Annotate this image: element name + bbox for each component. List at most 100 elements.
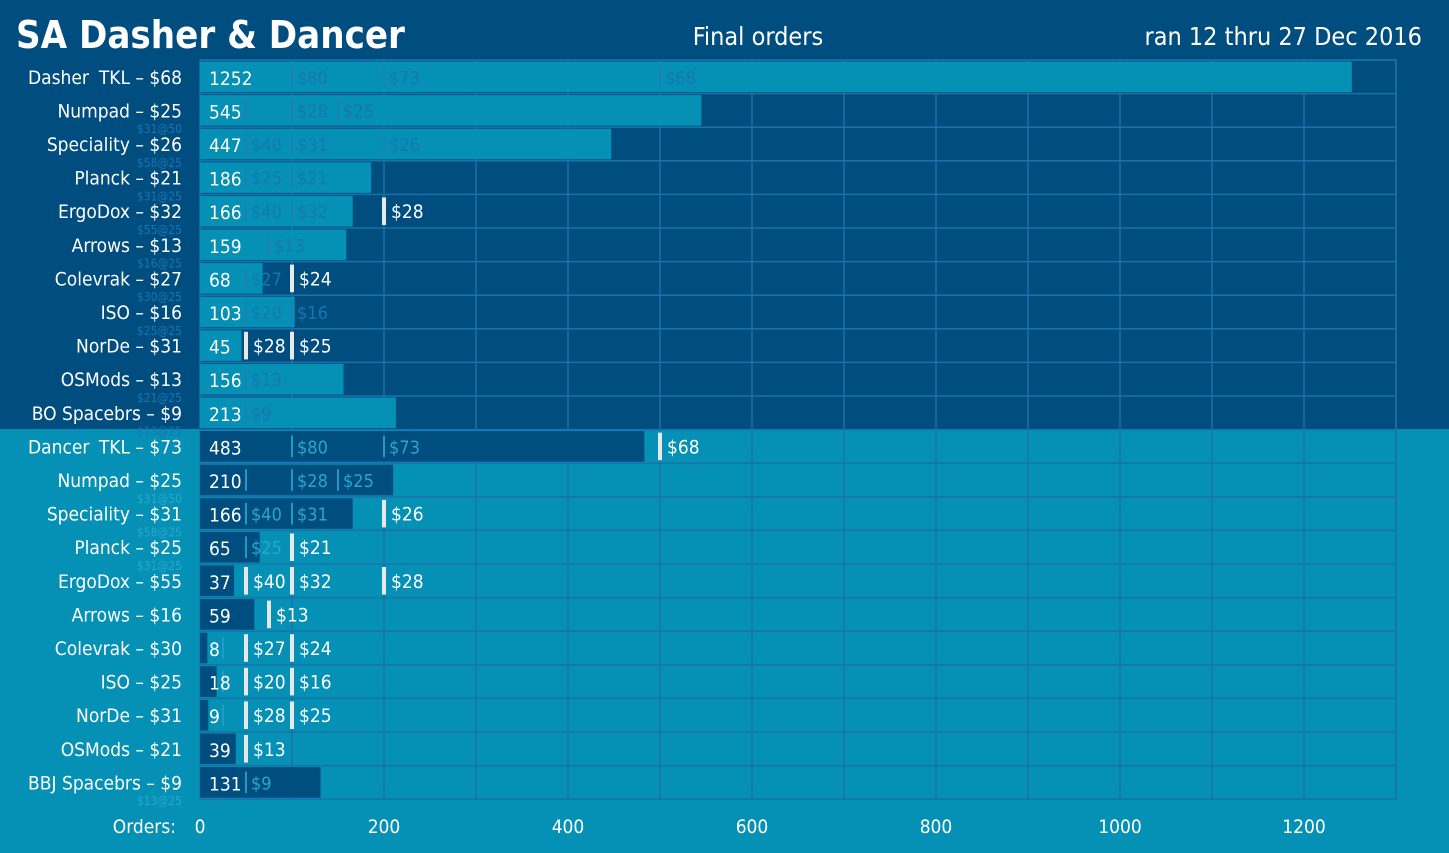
bar-value-label: 8 xyxy=(209,639,220,661)
tier-price-label: $40 xyxy=(253,571,286,593)
tier-price-label: $25 xyxy=(251,169,282,190)
tier-price-label: $32 xyxy=(299,571,332,593)
x-tick-label: 0 xyxy=(195,816,206,838)
tier-price-label: $24 xyxy=(299,638,332,660)
tier-price-label: $13 xyxy=(276,604,309,626)
tier-marker xyxy=(245,99,247,122)
tier-price-label: $9 xyxy=(251,773,272,794)
row-label: Numpad – $25 xyxy=(58,100,182,122)
grid-lines xyxy=(199,59,1397,800)
tier-marker-hit xyxy=(290,331,294,360)
tier-price-label: $73 xyxy=(389,437,420,458)
tier-marker xyxy=(222,637,224,659)
tier-marker-hit xyxy=(290,667,294,696)
tier-price-label: $24 xyxy=(299,268,332,290)
tier-marker xyxy=(245,469,247,491)
row-label: Speciality – $31 xyxy=(47,504,182,526)
bar-value-label: 186 xyxy=(209,169,242,191)
tier-price-label: $28 xyxy=(391,201,424,223)
row-label: ErgoDox – $32 xyxy=(58,201,182,223)
bar xyxy=(200,363,344,395)
row-label: BBJ Spacebrs – $9 xyxy=(28,772,182,794)
tier-price-label: $25 xyxy=(343,471,374,492)
tier-price-label: $32 xyxy=(297,202,328,223)
row-sublabel: $58@25 xyxy=(137,156,182,170)
bar xyxy=(200,128,612,160)
tier-marker xyxy=(291,469,293,491)
tier-marker xyxy=(245,536,247,558)
tier-price-label: $9 xyxy=(251,404,272,425)
tier-price-label: $68 xyxy=(667,436,700,458)
tier-marker xyxy=(291,99,293,122)
tier-marker xyxy=(291,133,293,155)
tier-marker xyxy=(291,166,293,189)
tier-price-label: $80 xyxy=(297,437,328,458)
bar xyxy=(200,95,702,126)
tier-marker-hit xyxy=(382,499,386,528)
bar xyxy=(200,565,235,597)
tier-price-label: $20 xyxy=(253,672,286,694)
group-label: Dasher xyxy=(28,67,90,89)
tier-marker xyxy=(245,368,247,390)
row-label: Planck – $21 xyxy=(74,168,182,190)
tier-marker-hit xyxy=(290,701,294,729)
row-sublabel: $58@25 xyxy=(137,525,182,539)
tier-price-label: $40 xyxy=(251,135,282,156)
tier-marker-hit xyxy=(244,701,248,729)
bar-series: $80 $73 $68 1252 $28 $25 545 $40 $31 $26 447 $25 $21… xyxy=(200,61,1352,798)
bar xyxy=(200,498,353,529)
tier-marker-hit xyxy=(244,634,248,662)
tier-marker-hit xyxy=(244,667,248,696)
tier-price-label: $13 xyxy=(251,370,282,391)
tier-price-label: $16 xyxy=(297,303,328,324)
tier-marker-hit xyxy=(290,264,294,293)
date-range: ran 12 thru 27 Dec 2016 xyxy=(1144,22,1422,51)
tier-price-label: $28 xyxy=(253,336,286,358)
row-label: ISO – $16 xyxy=(101,302,182,324)
tier-price-label: $40 xyxy=(251,505,282,526)
bar-value-label: 156 xyxy=(209,370,242,392)
bar xyxy=(200,464,394,496)
bar xyxy=(200,195,353,227)
tier-marker xyxy=(222,670,224,693)
tier-price-label: $31 xyxy=(297,135,328,156)
bar xyxy=(200,229,347,261)
tier-price-label: $28 xyxy=(391,571,424,593)
bar-value-label: 59 xyxy=(209,605,231,627)
row-label: Speciality – $26 xyxy=(47,134,182,156)
tier-marker xyxy=(291,502,293,525)
bar-value-label: 37 xyxy=(209,572,231,594)
tier-price-label: $73 xyxy=(389,68,420,89)
tier-price-label: $13 xyxy=(253,739,286,761)
tier-marker-hit xyxy=(382,567,386,595)
tier-marker xyxy=(291,200,293,222)
tier-price-label: $68 xyxy=(665,68,696,89)
x-tick-label: 400 xyxy=(552,816,585,838)
bar-value-label: 68 xyxy=(209,269,231,291)
tier-price-label: $25 xyxy=(299,336,332,358)
row-sublabel: $30@25 xyxy=(137,290,182,304)
bar-value-label: 65 xyxy=(209,538,231,560)
tier-price-label: $28 xyxy=(297,471,328,492)
bar-value-label: 9 xyxy=(209,706,220,728)
row-label: Arrows – $13 xyxy=(72,235,182,257)
tier-price-label: $27 xyxy=(253,638,286,660)
bar-value-label: 447 xyxy=(209,135,242,157)
tier-marker xyxy=(245,502,247,525)
plot-frame xyxy=(199,59,1397,800)
bar-value-label: 545 xyxy=(209,101,242,123)
tier-price-label: $27 xyxy=(251,269,282,290)
row-label: TKL – $73 xyxy=(98,436,182,458)
row-label: ErgoDox – $55 xyxy=(58,571,182,593)
bar-value-label: 166 xyxy=(209,505,242,527)
row-label: Numpad – $25 xyxy=(58,470,182,492)
tier-price-label: $26 xyxy=(389,135,420,156)
bar xyxy=(200,632,208,664)
tier-marker-hit xyxy=(382,197,386,225)
row-sublabel: $13@25 xyxy=(137,425,182,439)
x-axis: Orders: 0 200 400 600 800 1000 1200 xyxy=(113,816,1326,838)
tier-marker xyxy=(383,435,385,458)
row-sublabel: $31@25 xyxy=(137,189,182,203)
bar-value-label: 166 xyxy=(209,202,242,224)
